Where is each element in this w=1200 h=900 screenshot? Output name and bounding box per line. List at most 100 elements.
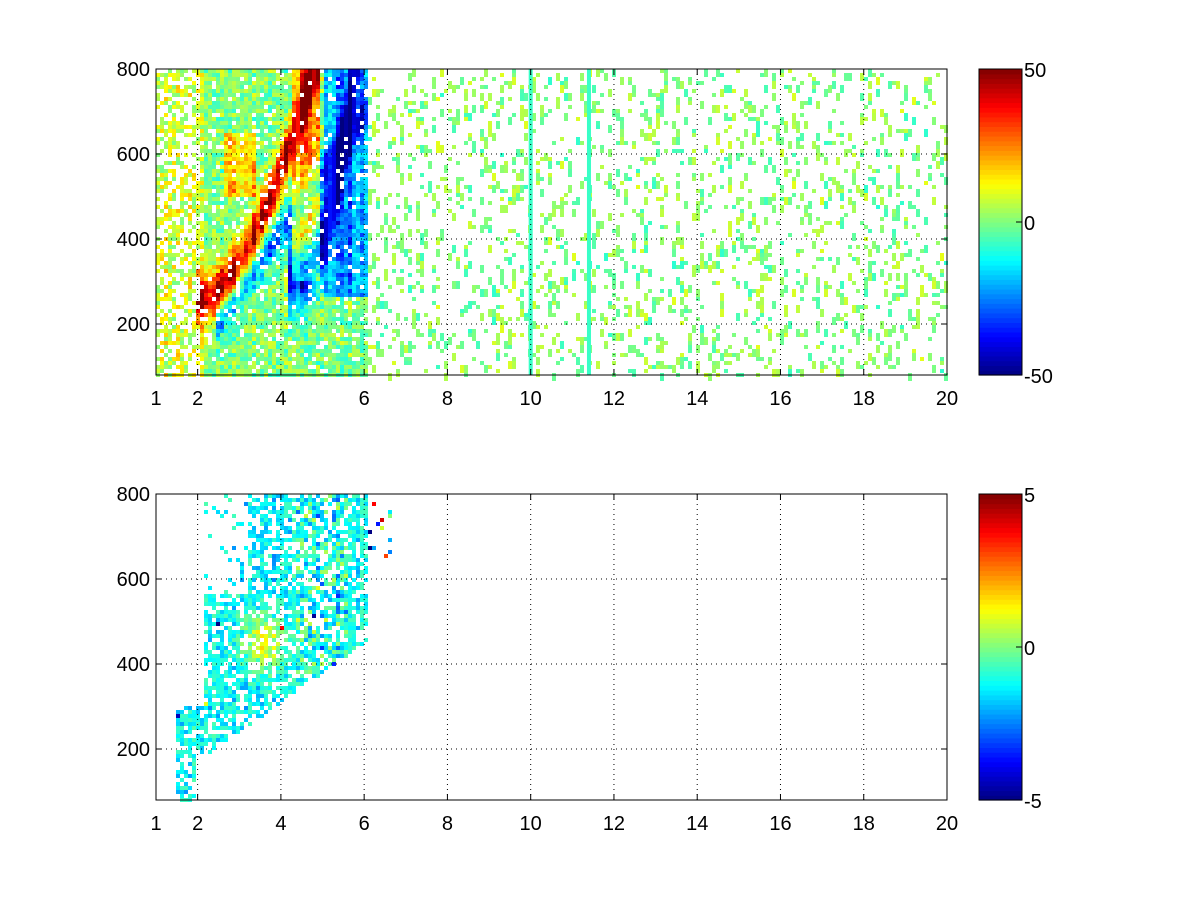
heatmap-cell	[436, 237, 440, 241]
heatmap-cell	[260, 109, 264, 113]
heatmap-cell	[172, 77, 176, 81]
heatmap-cell	[164, 77, 168, 81]
heatmap-cell	[752, 257, 756, 261]
heatmap-cell	[484, 365, 488, 373]
heatmap-cell	[296, 85, 300, 89]
heatmap-cell	[356, 101, 360, 105]
heatmap-cell	[292, 169, 296, 173]
heatmap-cell	[532, 273, 536, 277]
heatmap-cell	[224, 345, 228, 349]
heatmap-cell	[224, 81, 228, 85]
heatmap-cell	[468, 197, 472, 201]
heatmap-cell	[352, 321, 356, 325]
heatmap-cell	[212, 157, 216, 161]
heatmap-cell	[284, 157, 288, 161]
heatmap-cell	[780, 73, 784, 77]
heatmap-cell	[496, 293, 500, 297]
heatmap-cell	[264, 341, 268, 345]
heatmap-cell	[752, 117, 756, 121]
heatmap-cell	[208, 165, 212, 169]
heatmap-cell	[316, 221, 320, 225]
heatmap-cell	[308, 333, 312, 337]
heatmap-cell	[232, 97, 236, 101]
heatmap-cell	[532, 85, 536, 93]
heatmap-cell	[288, 93, 292, 97]
heatmap-cell	[164, 201, 168, 205]
heatmap-cell	[296, 361, 300, 365]
heatmap-cell	[820, 197, 824, 205]
heatmap-cell	[204, 197, 208, 201]
heatmap-cell	[296, 97, 300, 101]
heatmap-cell	[200, 257, 204, 261]
heatmap-cell	[180, 105, 184, 109]
heatmap-cell	[168, 309, 172, 313]
heatmap-cell	[632, 369, 636, 377]
heatmap-cell	[344, 281, 348, 285]
heatmap-cell	[248, 277, 252, 281]
heatmap-cell	[276, 285, 280, 289]
heatmap-cell	[328, 73, 332, 77]
heatmap-cell	[364, 321, 368, 325]
heatmap-cell	[264, 77, 268, 81]
heatmap-cell	[676, 81, 680, 89]
heatmap-cell	[312, 213, 316, 217]
heatmap-cell	[344, 329, 348, 333]
heatmap-cell	[184, 193, 188, 197]
heatmap-cell	[240, 189, 244, 193]
heatmap-cell	[732, 205, 736, 209]
heatmap-cell	[416, 253, 420, 261]
heatmap-cell	[684, 305, 688, 309]
heatmap-cell	[352, 265, 356, 269]
heatmap-cell	[596, 125, 600, 129]
heatmap-cell	[240, 253, 244, 257]
heatmap-cell	[388, 113, 392, 117]
heatmap-cell	[320, 225, 324, 229]
heatmap-cell	[332, 169, 336, 173]
heatmap-cell	[320, 265, 324, 269]
heatmap-cell	[480, 265, 484, 273]
heatmap-cell	[312, 269, 316, 273]
heatmap-cell	[308, 317, 312, 321]
heatmap-cell	[180, 109, 184, 113]
heatmap-cell	[260, 269, 264, 273]
heatmap-cell	[256, 85, 260, 89]
heatmap-cell	[156, 305, 160, 309]
heatmap-cell	[364, 69, 368, 73]
heatmap-cell	[292, 369, 296, 373]
heatmap-cell	[296, 333, 300, 337]
heatmap-cell	[352, 213, 356, 217]
heatmap-cell	[300, 157, 304, 161]
heatmap-cell	[816, 145, 820, 153]
heatmap-cell	[288, 345, 292, 349]
heatmap-cell	[168, 125, 172, 129]
heatmap-cell	[200, 69, 204, 73]
heatmap-cell	[292, 237, 296, 241]
heatmap-cell	[348, 209, 352, 213]
heatmap-cell	[448, 337, 452, 345]
heatmap-cell	[312, 277, 316, 281]
heatmap-cell	[512, 333, 516, 337]
heatmap-cell	[220, 309, 224, 313]
heatmap-cell	[316, 209, 320, 213]
heatmap-cell	[240, 289, 244, 293]
heatmap-cell	[304, 157, 308, 161]
heatmap-cell	[300, 173, 304, 177]
heatmap-cell	[252, 173, 256, 177]
heatmap-cell	[332, 265, 336, 269]
heatmap-cell	[224, 333, 228, 337]
heatmap-cell	[608, 89, 612, 97]
heatmap-cell	[296, 241, 300, 245]
heatmap-cell	[304, 241, 308, 245]
heatmap-cell	[328, 141, 332, 145]
heatmap-cell	[324, 113, 328, 117]
heatmap-cell	[232, 129, 236, 133]
heatmap-cell	[296, 237, 300, 241]
heatmap-cell	[276, 193, 280, 197]
heatmap-cell	[328, 237, 332, 241]
heatmap-cell	[624, 173, 628, 181]
heatmap-cell	[240, 369, 244, 373]
heatmap-cell	[292, 129, 296, 133]
heatmap-cell	[232, 313, 236, 317]
heatmap-cell	[392, 105, 396, 113]
heatmap-cell	[340, 73, 344, 77]
